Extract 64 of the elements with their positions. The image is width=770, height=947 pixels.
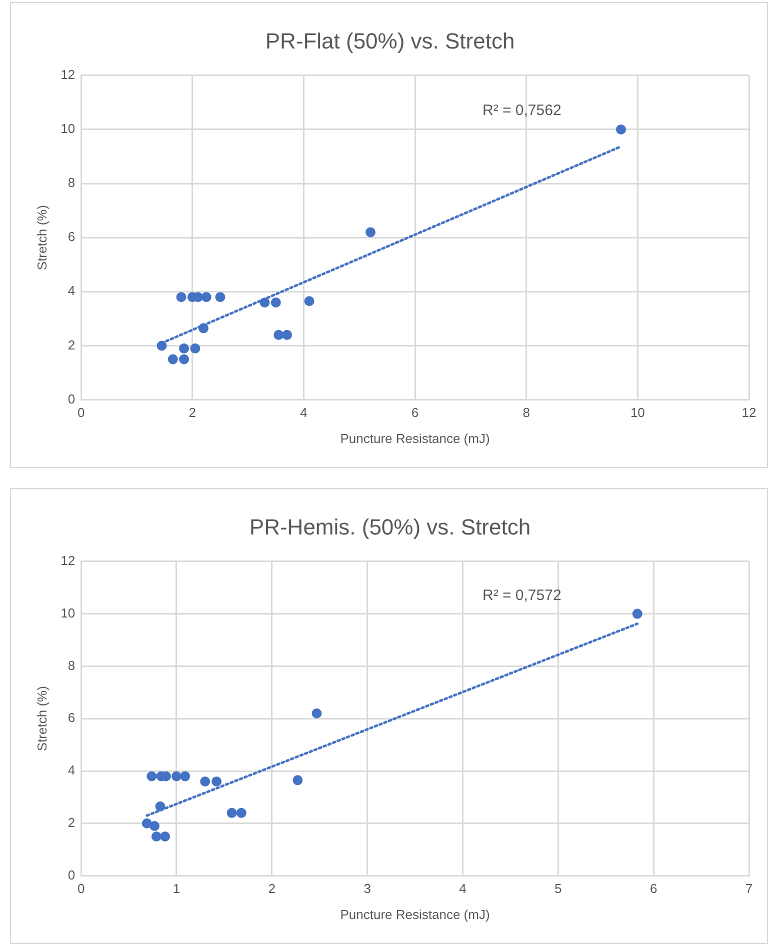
point — [190, 343, 200, 354]
y-tick-label: 12 — [60, 66, 76, 82]
y-tick-label: 0 — [68, 867, 76, 882]
point — [212, 776, 222, 786]
x-tick-label: 2 — [268, 881, 276, 896]
x-tick-label: 6 — [411, 405, 419, 420]
point — [151, 832, 162, 842]
chart-title: PR-Hemis. (50%) vs. Stretch — [249, 514, 531, 540]
x-tick-label: 2 — [188, 405, 196, 420]
x-tick-label: 8 — [522, 405, 530, 420]
x-tick-label: 0 — [77, 881, 85, 896]
x-tick-label: 5 — [554, 881, 562, 896]
point — [366, 227, 376, 238]
point — [146, 771, 157, 782]
x-tick-label: 10 — [630, 405, 645, 420]
annotation: R² = 0,7562 — [482, 102, 562, 120]
point — [312, 708, 322, 718]
y-tick-label: 4 — [68, 283, 76, 298]
x-tick-label: 4 — [459, 881, 466, 896]
x-axis-title: Puncture Resistance (mJ) — [340, 906, 490, 922]
point — [142, 818, 152, 828]
point — [632, 608, 642, 619]
y-tick-label: 2 — [68, 337, 76, 352]
y-tick-label: 10 — [60, 605, 76, 620]
point — [215, 292, 226, 302]
point — [274, 330, 284, 340]
y-tick-label: 4 — [68, 762, 76, 778]
point — [270, 297, 281, 308]
x-tick-label: 6 — [650, 881, 658, 896]
y-tick-label: 10 — [60, 121, 76, 136]
y-tick-label: 2 — [68, 814, 76, 830]
point — [171, 771, 182, 782]
x-axis-title: Puncture Resistance (mJ) — [340, 430, 490, 446]
y-tick-label: 8 — [68, 175, 76, 190]
point — [160, 832, 170, 842]
x-tick-label: 12 — [742, 405, 756, 420]
x-tick-label: 4 — [300, 405, 308, 420]
point — [179, 354, 190, 364]
annotation: R² = 0,7572 — [482, 587, 562, 604]
x-tick-label: 1 — [172, 881, 180, 896]
point — [201, 292, 212, 302]
x-tick-label: 0 — [77, 405, 85, 420]
y-tick-label: 6 — [68, 229, 76, 244]
y-tick-label: 8 — [68, 658, 76, 673]
x-tick-label: 7 — [745, 881, 753, 896]
point — [180, 771, 190, 782]
y-tick-label: 12 — [60, 552, 76, 568]
x-tick-label: 3 — [364, 881, 371, 896]
point — [236, 808, 246, 818]
point — [200, 776, 210, 786]
point — [168, 354, 178, 364]
point — [282, 330, 292, 340]
y-axis-title: Stretch (%) — [34, 686, 50, 752]
point — [292, 775, 303, 786]
y-tick-label: 6 — [68, 710, 76, 726]
point — [179, 343, 190, 354]
point — [150, 821, 160, 832]
point — [226, 808, 237, 818]
point — [176, 292, 186, 302]
point — [304, 296, 314, 306]
y-axis-title: Stretch (%) — [34, 205, 50, 270]
chart-title: PR-Flat (50%) vs. Stretch — [265, 28, 515, 54]
y-tick-label: 0 — [68, 391, 76, 406]
point — [616, 124, 626, 134]
